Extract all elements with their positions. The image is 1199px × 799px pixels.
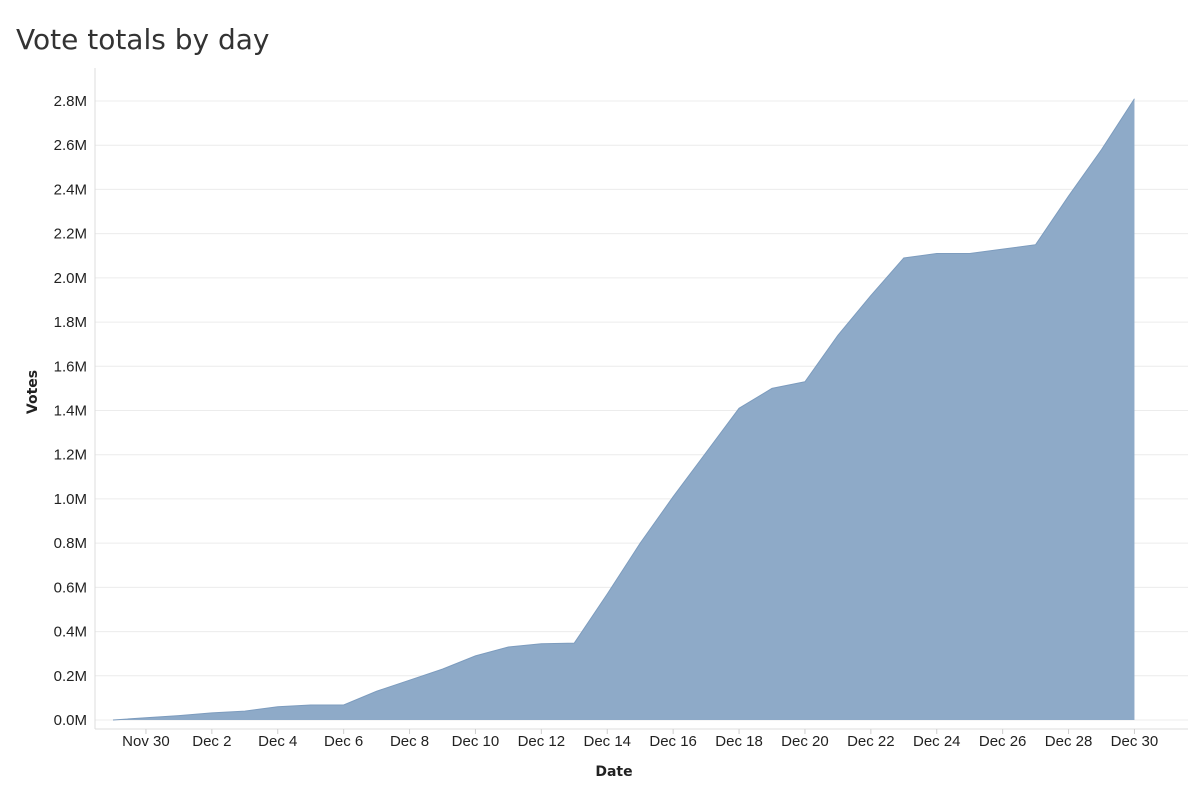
data-point[interactable]: Dec 2: 32000 [209,710,215,716]
data-point[interactable]: Dec 9: 230000 [440,666,446,672]
data-point[interactable]: Dec 26: 2130000 [1000,246,1006,252]
data-point[interactable]: Dec 29: 2580000 [1099,147,1105,153]
data-point[interactable]: Dec 16: 1010000 [670,494,676,500]
data-point[interactable]: Dec 13: 348000 [571,640,577,646]
data-point[interactable]: Dec 15: 800000 [637,540,643,546]
data-point[interactable]: Dec 28: 2370000 [1066,193,1072,199]
x-tick-label: Nov 30 [122,733,170,750]
x-tick-label: Dec 8 [390,733,429,750]
data-point[interactable]: Nov 30: 10000 [143,715,149,721]
data-point[interactable]: Dec 10: 290000 [472,653,478,659]
data-point[interactable]: Dec 27: 2150000 [1033,242,1039,248]
series-layer: Nov 29: 0 Nov 30: 10000 Dec 1: 20000 Dec 2:… [110,96,1137,723]
data-point[interactable]: Dec 12: 345000 [538,641,544,647]
axes [94,68,1188,730]
x-tick-label: Dec 6 [324,733,363,750]
x-tick-label: Dec 26 [979,733,1027,750]
data-point[interactable]: Dec 23: 2090000 [901,255,907,261]
data-point[interactable]: Dec 21: 1740000 [835,332,841,338]
data-point[interactable]: Dec 30: 2810000 [1131,96,1137,102]
y-tick-label: 0.2M [54,668,87,685]
x-tick-label: Dec 16 [649,733,697,750]
x-tick-label: Dec 14 [583,733,631,750]
data-point[interactable]: Dec 7: 130000 [374,688,380,694]
y-axis-ticks: 0.0M 0.2M 0.4M 0.6M 0.8M 1.0M 1.2M 1.4M 1.6M 1.8M… [54,93,87,729]
data-point[interactable]: Dec 19: 1500000 [769,385,775,391]
y-tick-label: 0.0M [54,712,87,729]
data-point[interactable]: Dec 22: 1920000 [868,293,874,299]
x-tick-label: Dec 10 [452,733,500,750]
data-point[interactable]: Dec 1: 20000 [176,713,182,719]
x-axis-ticks: Nov 30 Dec 2 Dec 4 Dec 6 Dec 8 Dec 10 Dec 12 De… [122,729,1158,750]
data-point[interactable]: Dec 6: 68000 [341,702,347,708]
data-point[interactable]: Dec 25: 2110000 [967,251,973,257]
area-series-outline [112,98,1135,721]
y-tick-label: 1.6M [54,358,87,375]
y-tick-label: 0.6M [54,579,87,596]
data-point[interactable]: Dec 4: 60000 [275,704,281,710]
x-axis-title: Date [595,764,632,780]
x-tick-label: Dec 2 [192,733,231,750]
y-tick-label: 1.4M [54,403,87,420]
data-point[interactable]: Nov 29: 0 [110,717,116,723]
y-tick-label: 1.8M [54,314,87,331]
data-point[interactable]: Dec 5: 68000 [308,702,314,708]
y-tick-label: 2.8M [54,93,87,110]
data-point[interactable]: Dec 17: 1210000 [703,450,709,456]
y-tick-label: 2.4M [54,181,87,198]
data-point[interactable]: Dec 8: 180000 [407,677,413,683]
data-point[interactable]: Dec 20: 1530000 [802,379,808,385]
area-series [113,98,1135,721]
y-tick-label: 2.0M [54,270,87,287]
y-axis-title: Votes [25,370,41,414]
y-tick-label: 2.6M [54,137,87,154]
y-tick-label: 2.2M [54,226,87,243]
chart-title: Vote totals by day [16,23,270,56]
y-tick-label: 0.4M [54,624,87,641]
data-point[interactable]: Dec 14: 570000 [604,591,610,597]
x-tick-label: Dec 22 [847,733,895,750]
x-tick-label: Dec 4 [258,733,297,750]
x-tick-label: Dec 18 [715,733,763,750]
x-tick-label: Dec 20 [781,733,829,750]
data-point[interactable]: Dec 24: 2110000 [934,251,940,257]
data-point[interactable]: Dec 11: 330000 [505,644,511,650]
data-point[interactable]: Dec 18: 1410000 [736,405,742,411]
y-tick-label: 0.8M [54,535,87,552]
y-tick-label: 1.2M [54,447,87,464]
x-tick-label: Dec 24 [913,733,961,750]
data-point[interactable]: Dec 3: 40000 [242,708,248,714]
y-tick-label: 1.0M [54,491,87,508]
x-tick-label: Dec 30 [1111,733,1159,750]
x-tick-label: Dec 12 [518,733,566,750]
x-tick-label: Dec 28 [1045,733,1093,750]
